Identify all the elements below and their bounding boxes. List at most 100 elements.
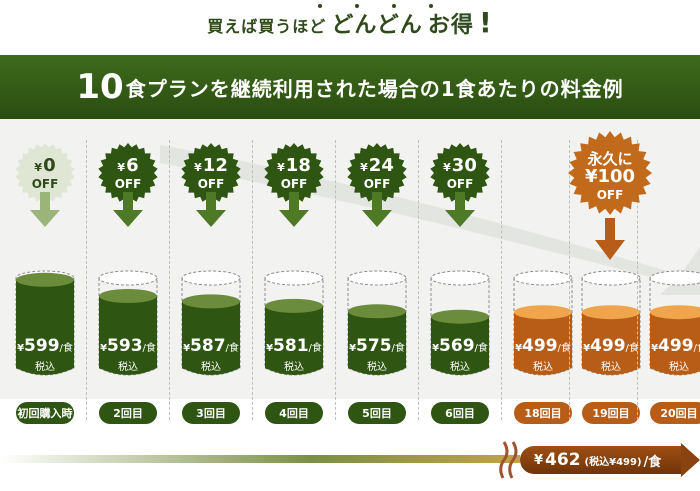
cup-level xyxy=(180,268,242,378)
discount-amount: ¥18 xyxy=(277,154,311,176)
forever-amount: ¥100 xyxy=(584,166,636,187)
final-price-banner: ¥ 462 (税込¥499) /食 xyxy=(520,446,685,474)
discount-badge: ¥24 OFF xyxy=(346,142,408,204)
steam-icon xyxy=(499,441,518,479)
discount-badge: ¥30 OFF xyxy=(429,142,491,204)
down-arrow-icon xyxy=(196,192,226,227)
plan-column: ¥499/食 税込 19回目 xyxy=(578,130,644,424)
tax-included-label: 税込 xyxy=(601,362,621,373)
tax-included-label: 税込 xyxy=(284,362,304,373)
discount-amount: ¥24 xyxy=(360,154,394,176)
tax-included-label: 税込 xyxy=(450,362,470,373)
off-label: OFF xyxy=(197,176,225,191)
off-label: OFF xyxy=(114,176,142,191)
purchase-count-label: 6回目 xyxy=(431,402,489,424)
off-label: OFF xyxy=(446,176,474,191)
headline-bang: ! xyxy=(478,6,493,39)
price-per-meal: ¥593/食 xyxy=(100,336,156,356)
price-per-meal: ¥499/食 xyxy=(515,336,571,356)
cup-level xyxy=(580,268,642,378)
tax-included-label: 税込 xyxy=(118,362,138,373)
discount-badge: ¥6 OFF xyxy=(97,142,159,204)
plan-column: ¥12 OFF ¥587/食 税込 3回目 xyxy=(178,130,244,424)
cup-level xyxy=(346,268,408,378)
forever-discount-badge: 永久に ¥100 OFF xyxy=(567,130,653,216)
discount-badge: ¥18 OFF xyxy=(263,142,325,204)
tax-included-label: 税込 xyxy=(35,362,55,373)
plan-column: ¥30 OFF ¥569/食 税込 6回目 xyxy=(427,130,493,424)
tax-included-label: 税込 xyxy=(533,362,553,373)
discount-amount: ¥6 xyxy=(117,154,139,176)
column-divider xyxy=(418,140,419,420)
cup-level xyxy=(429,268,491,378)
down-arrow-icon xyxy=(362,192,392,227)
final-tax-note: (税込¥499) xyxy=(584,456,642,468)
starburst-icon xyxy=(568,131,652,215)
purchase-count-label: 19回目 xyxy=(582,402,640,424)
plan-column: ¥18 OFF ¥581/食 税込 4回目 xyxy=(261,130,327,424)
discount-badge: ¥12 OFF xyxy=(180,142,242,204)
down-arrow-icon xyxy=(279,192,309,227)
discount-amount: ¥12 xyxy=(194,154,228,176)
down-arrow-icon xyxy=(595,218,625,260)
price-per-meal: ¥587/食 xyxy=(183,336,239,356)
cup-level xyxy=(512,268,574,378)
column-divider xyxy=(252,140,253,420)
price-per-meal: ¥599/食 xyxy=(17,336,73,356)
column-divider xyxy=(569,140,570,420)
off-label: OFF xyxy=(31,176,59,191)
tax-included-label: 税込 xyxy=(669,362,689,373)
plan-column: ¥0 OFF ¥599/食 税込 初回購入時 xyxy=(12,130,78,424)
final-unit: /食 xyxy=(643,454,662,470)
down-arrow-icon xyxy=(113,192,143,227)
price-per-meal: ¥569/食 xyxy=(432,336,488,356)
off-label: OFF xyxy=(280,176,308,191)
down-arrow-icon xyxy=(30,192,60,227)
forever-text: 永久に xyxy=(587,150,633,168)
price-per-meal: ¥499/食 xyxy=(651,336,700,356)
column-divider xyxy=(335,140,336,420)
off-label: OFF xyxy=(363,176,391,191)
purchase-count-label: 3回目 xyxy=(182,402,240,424)
headline-part3: お得 xyxy=(427,13,474,38)
plan-column: ¥24 OFF ¥575/食 税込 5回目 xyxy=(344,130,410,424)
tax-included-label: 税込 xyxy=(367,362,387,373)
headline-part1: 買えば買うほど xyxy=(207,17,327,36)
purchase-count-label: 5回目 xyxy=(348,402,406,424)
headline-part2: どんどん xyxy=(331,13,423,38)
cup-level xyxy=(97,268,159,378)
cup-level xyxy=(14,268,76,378)
starburst-icon xyxy=(98,143,158,203)
final-price: 462 xyxy=(545,450,581,470)
purchase-count-label: 初回購入時 xyxy=(16,402,74,424)
price-per-meal: ¥499/食 xyxy=(583,336,639,356)
cup-level xyxy=(263,268,325,378)
starburst-icon xyxy=(264,143,324,203)
purchase-count-label: 4回目 xyxy=(265,402,323,424)
column-divider xyxy=(86,140,87,420)
banner-text: 食プランを継続利用された場合の1食あたりの料金例 xyxy=(125,76,624,101)
forever-off: OFF xyxy=(596,188,624,202)
starburst-icon xyxy=(347,143,407,203)
cup-level xyxy=(648,268,700,378)
starburst-icon xyxy=(15,143,75,203)
arrow-tip xyxy=(681,443,700,477)
discount-badge: ¥0 OFF xyxy=(14,142,76,204)
starburst-icon xyxy=(430,143,490,203)
purchase-count-label: 20回目 xyxy=(650,402,700,424)
plan-banner: 10 食プランを継続利用された場合の1食あたりの料金例 xyxy=(0,55,700,119)
emphasis-dots xyxy=(318,4,433,8)
column-divider xyxy=(169,140,170,420)
plan-column: ¥499/食 税込 18回目 xyxy=(510,130,576,424)
discount-amount: ¥30 xyxy=(443,154,477,176)
tax-included-label: 税込 xyxy=(201,362,221,373)
price-per-meal: ¥575/食 xyxy=(349,336,405,356)
progress-bar xyxy=(0,455,520,463)
purchase-count-label: 2回目 xyxy=(99,402,157,424)
column-divider xyxy=(637,140,638,420)
price-per-meal: ¥581/食 xyxy=(266,336,322,356)
banner-number: 10 xyxy=(76,67,124,107)
final-yen: ¥ xyxy=(534,452,544,468)
plan-column: ¥6 OFF ¥593/食 税込 2回目 xyxy=(95,130,161,424)
discount-amount: ¥0 xyxy=(34,154,56,176)
